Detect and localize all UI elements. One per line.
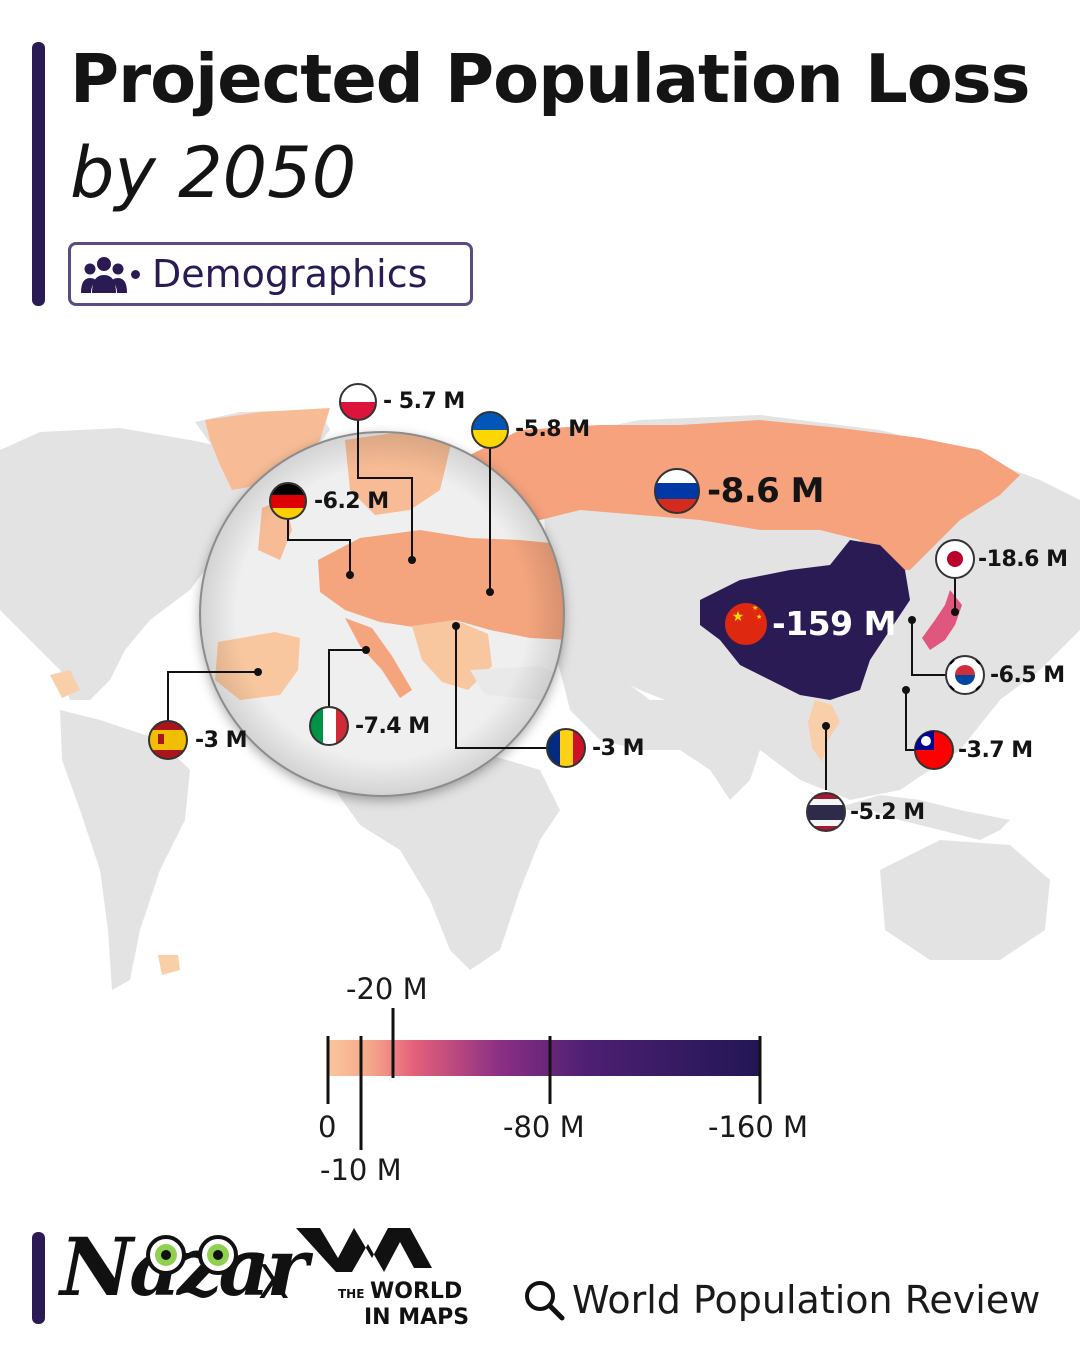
leader-spain [167,671,258,722]
legend-label-80m: -80 M [503,1110,585,1144]
germany-flag-icon [269,482,307,520]
leader-romania [455,626,548,749]
page-title: Projected Population Loss [70,40,1031,118]
label-romania: -3 M [592,736,645,761]
nazar-eyes-icon [146,1235,238,1275]
color-scale-legend [326,1008,762,1150]
spain-flag-icon [148,720,188,760]
australia [880,840,1050,960]
ukraine-flag-icon [471,411,509,449]
collab-separator: X [258,1255,290,1309]
page-subtitle: by 2050 [70,132,357,214]
label-japan: -18.6 M [978,547,1068,572]
south-korea-flag-icon [945,655,985,695]
thailand-flag-icon [806,792,846,832]
legend-label-20m: -20 M [346,972,428,1006]
label-poland: - 5.7 M [383,389,465,414]
world-in-maps-wordmark: THE WORLD IN MAPS [338,1279,470,1330]
label-china: -159 M [772,604,896,643]
legend-label-0: 0 [318,1110,337,1144]
leader-poland [357,418,413,560]
poland-flag-icon [339,383,377,421]
russia-region [460,420,1020,570]
thailand-region [808,700,840,762]
uruguay-region [158,955,180,975]
russia-flag-icon [654,468,700,514]
anchor-dots [254,556,959,730]
svg-text:★: ★ [732,609,745,625]
scandinavia-region [205,408,330,490]
north-america [0,428,270,700]
romania-flag-icon [546,728,586,768]
label-taiwan: -3.7 M [958,738,1033,763]
title-accent-bar [32,42,45,306]
world-in-maps-logo-icon [296,1228,432,1272]
svg-text:★: ★ [752,604,758,612]
svg-text:★: ★ [756,613,762,621]
japan-region [922,590,962,650]
legend-label-160m: -160 M [708,1110,809,1144]
source-text: World Population Review [572,1278,1041,1322]
label-italy: -7.4 M [355,714,430,739]
leader-italy [328,649,366,708]
source-credit: World Population Review [522,1278,1040,1322]
leader-korea [911,620,946,676]
indonesia [830,795,1010,840]
tag-label: Demographics [152,252,428,296]
highlighted-countries [50,408,1020,975]
search-icon [525,1281,565,1321]
arabia-india [560,670,760,800]
japan-flag-icon [935,539,975,579]
leader-lines [167,418,956,790]
europe-lens [199,431,565,797]
label-germany: -6.2 M [314,489,389,514]
leader-taiwan [905,690,916,751]
people-group-icon [81,257,127,293]
label-russia: -8.6 M [707,471,825,511]
nazar-logo: Nazar [60,1220,308,1314]
mexico-region [50,670,80,698]
label-south-korea: -6.5 M [990,663,1065,688]
tag-separator-dot [131,269,140,279]
china-region [700,540,910,700]
label-ukraine: -5.8 M [515,417,590,442]
footer-accent-bar [32,1232,45,1324]
world-map: ★ ★ ★ [0,383,1080,990]
italy-flag-icon [309,706,349,746]
label-thailand: -5.2 M [850,800,925,825]
china-flag-icon: ★ ★ ★ [723,601,769,647]
leader-germany [287,516,351,575]
taiwan-flag-icon [914,730,954,770]
south-america [60,710,190,990]
legend-gradient-bar [328,1040,760,1076]
label-spain: -3 M [195,728,248,753]
legend-label-10m: -10 M [320,1153,402,1187]
category-tag: Demographics [68,242,473,306]
